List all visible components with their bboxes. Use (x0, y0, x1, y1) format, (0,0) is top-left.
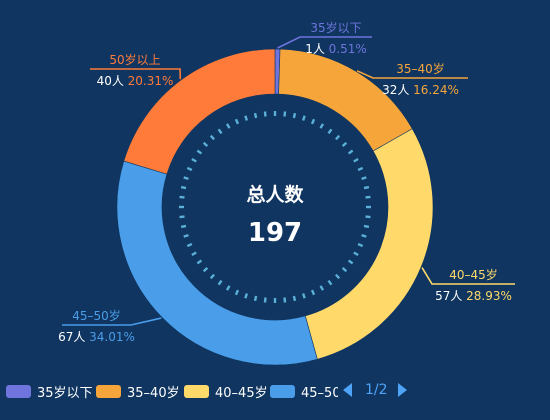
ring-tick (363, 224, 370, 229)
ring-tick (334, 134, 341, 141)
ring-tick (244, 115, 249, 121)
ring-tick (253, 295, 258, 302)
ring-tick (186, 166, 193, 172)
ring-tick (180, 224, 187, 229)
slice-label-name: 45–50岁 (72, 308, 121, 323)
legend-swatch (6, 385, 31, 398)
slice-label-value: 1人 0.51% (305, 42, 367, 56)
inner-tick-ring (179, 111, 371, 303)
ring-tick (327, 279, 333, 286)
ring-tick (191, 157, 197, 163)
slice-45-50[interactable] (116, 160, 318, 366)
ring-tick (217, 279, 223, 286)
leader-line-40-45 (421, 267, 515, 285)
ring-tick (341, 266, 348, 273)
ring-tick (217, 128, 223, 135)
donut-slices (116, 48, 434, 366)
slice-label-value: 67人 34.01% (58, 330, 135, 344)
legend-label: 45–50岁 (301, 386, 338, 401)
ring-tick (225, 123, 231, 129)
slice-label-name: 35岁以下 (310, 20, 361, 35)
ring-tick (365, 195, 371, 199)
ring-tick (357, 166, 364, 172)
center-value: 197 (247, 218, 303, 248)
ring-tick (301, 115, 306, 121)
ring-tick (310, 118, 316, 125)
slice-label-value: 32人 16.24% (382, 83, 459, 97)
legend-items: 35岁以下 35–40岁 40–45岁 45–50岁 (6, 380, 338, 402)
slice-label-name: 35–40岁 (396, 61, 445, 76)
legend-pager: 1/2 (343, 380, 413, 402)
ring-tick (283, 297, 287, 303)
ring-tick (363, 185, 370, 190)
ring-tick (319, 285, 325, 291)
ring-tick (244, 293, 249, 299)
ring-tick (234, 118, 240, 125)
ring-tick (353, 157, 359, 163)
legend-swatch (270, 385, 295, 398)
ring-tick (341, 141, 348, 148)
ring-tick (186, 242, 193, 248)
ring-tick (263, 111, 267, 117)
center-title: 总人数 (246, 184, 304, 206)
ring-tick (353, 251, 359, 257)
ring-tick (361, 176, 367, 181)
ring-tick (180, 185, 187, 190)
ring-tick (347, 149, 354, 155)
ring-tick (365, 215, 371, 219)
slice-labels: 35岁以下 1人 0.51% 35–40岁 32人 16.24% 40–45岁 57人 2… (58, 20, 515, 344)
ring-tick (179, 215, 185, 219)
pager-indicator: 1/2 (365, 382, 388, 398)
ring-tick (196, 149, 203, 155)
leader-line-35-40 (356, 70, 468, 79)
ring-tick (183, 233, 189, 238)
ring-tick (301, 293, 306, 299)
legend-swatch (96, 385, 121, 398)
ring-tick (179, 195, 185, 199)
leader-line-45-50 (62, 317, 162, 326)
legend-label: 35–40岁 (127, 386, 180, 401)
ring-tick (196, 259, 203, 265)
slice-label-value: 40人 20.31% (97, 74, 174, 88)
ring-tick (310, 289, 316, 296)
legend: 35岁以下 35–40岁 40–45岁 45–50岁 1/2 (6, 380, 546, 402)
slice-label-name: 50岁以上 (109, 52, 160, 67)
ring-tick (202, 266, 209, 273)
ring-tick (253, 112, 258, 119)
pager-prev-icon[interactable] (343, 383, 352, 397)
ring-tick (183, 176, 189, 181)
slice-over-50[interactable] (123, 48, 276, 175)
slice-label-value: 57人 28.93% (435, 289, 512, 303)
ring-tick (327, 128, 333, 135)
ring-tick (209, 134, 216, 141)
legend-swatch (184, 385, 209, 398)
ring-tick (263, 297, 267, 303)
ring-tick (292, 295, 297, 302)
ring-tick (191, 251, 197, 257)
ring-tick (319, 123, 325, 129)
ring-tick (357, 242, 364, 248)
ring-tick (209, 273, 216, 280)
pager-next-icon[interactable] (398, 383, 407, 397)
ring-tick (334, 273, 341, 280)
ring-tick (292, 112, 297, 119)
ring-tick (202, 141, 209, 148)
slice-35-40[interactable] (278, 48, 413, 152)
legend-label: 35岁以下 (37, 386, 93, 401)
slice-label-name: 40–45岁 (449, 267, 498, 282)
leader-line-over-50 (90, 68, 182, 80)
ring-tick (283, 111, 287, 117)
leader-line-under-35 (277, 36, 372, 49)
ring-tick (225, 285, 231, 291)
legend-label: 40–45岁 (215, 386, 268, 401)
ring-tick (347, 259, 354, 265)
ring-tick (361, 233, 367, 238)
ring-tick (234, 289, 240, 296)
